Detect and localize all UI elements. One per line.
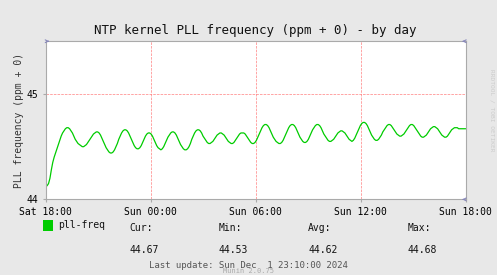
Text: 44.67: 44.67: [129, 245, 159, 255]
Text: Min:: Min:: [219, 223, 242, 233]
Text: Max:: Max:: [408, 223, 431, 233]
Text: Last update: Sun Dec  1 23:10:00 2024: Last update: Sun Dec 1 23:10:00 2024: [149, 261, 348, 270]
Text: RRDTOOL / TOBI OETIKER: RRDTOOL / TOBI OETIKER: [490, 69, 495, 151]
Text: 44.53: 44.53: [219, 245, 248, 255]
Text: 44.68: 44.68: [408, 245, 437, 255]
Text: Cur:: Cur:: [129, 223, 153, 233]
Text: pll-freq: pll-freq: [58, 221, 105, 230]
Text: 44.62: 44.62: [308, 245, 337, 255]
Title: NTP kernel PLL frequency (ppm + 0) - by day: NTP kernel PLL frequency (ppm + 0) - by …: [94, 24, 417, 37]
Text: Avg:: Avg:: [308, 223, 331, 233]
Text: Munin 2.0.75: Munin 2.0.75: [223, 268, 274, 274]
Y-axis label: PLL frequency (ppm + 0): PLL frequency (ppm + 0): [13, 53, 23, 188]
